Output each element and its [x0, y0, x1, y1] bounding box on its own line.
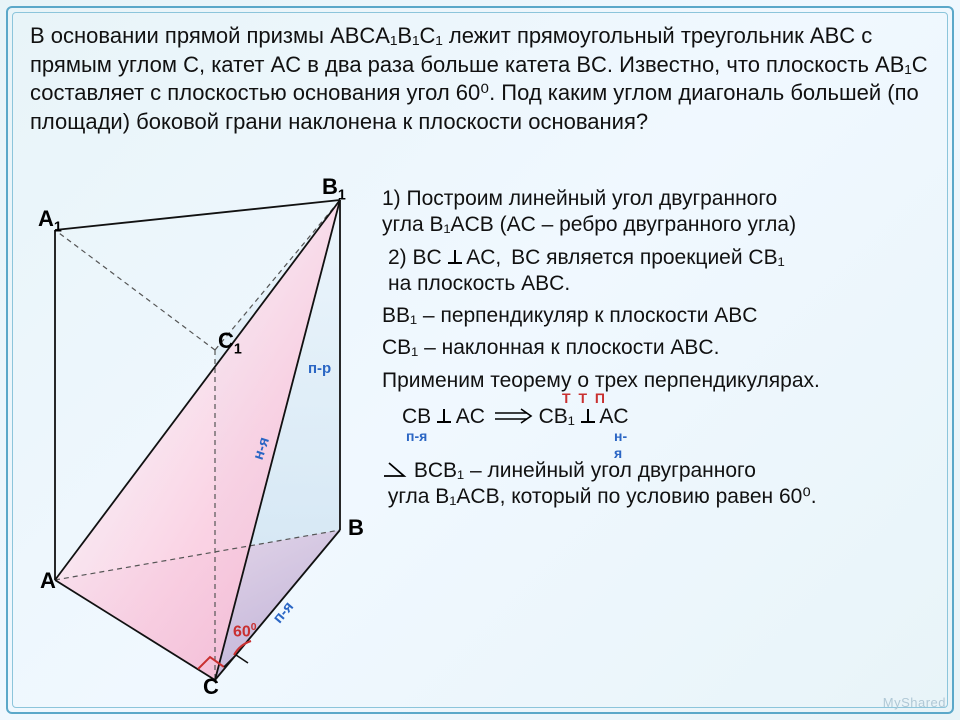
ttp-label: Т Т П	[562, 390, 607, 408]
solution-text: 1) Построим линейный угол двугранного уг…	[382, 186, 935, 517]
watermark: MyShared	[883, 695, 946, 710]
label-B: B	[348, 515, 364, 541]
mark-pr: п-р	[308, 360, 331, 377]
edge-A1B1	[55, 200, 340, 230]
perp-icon-2	[437, 409, 451, 425]
prism-diagram: A B C A1 B1 C1 п-р н-я п-я 600	[20, 180, 380, 700]
step-1: 1) Построим линейный угол двугранного уг…	[382, 186, 935, 239]
label-A1: A1	[38, 206, 62, 235]
ttp-line: Т Т П CB AC CB₁ AC п-я н-я	[402, 404, 629, 430]
label-A: A	[40, 568, 56, 594]
label-B1: B1	[322, 174, 346, 203]
under-nya: н-я	[614, 428, 629, 463]
step-2: 2) BC AC, BC является проекцией CB₁ на п…	[388, 245, 935, 298]
problem-text: В основании прямой призмы ABCA₁B₁C₁ лежи…	[30, 22, 930, 136]
perp-icon-3	[581, 409, 595, 425]
diagram-svg	[20, 180, 380, 700]
mark-60: 600	[233, 622, 257, 641]
step-7: BCB₁ – линейный угол двугранного угла B₁…	[382, 458, 935, 511]
perp-icon	[448, 250, 462, 266]
step-5: Применим теорему о трех перпендикулярах.	[382, 368, 935, 394]
step-3: BB₁ – перпендикуляр к плоскости ABC	[382, 303, 935, 329]
edge-C1A1	[55, 230, 215, 350]
label-C: C	[203, 674, 219, 700]
angle-icon	[382, 461, 408, 479]
double-arrow-icon	[491, 406, 533, 424]
label-C1: C1	[218, 328, 242, 357]
under-pya: п-я	[406, 428, 427, 446]
step-4: CB₁ – наклонная к плоскости ABC.	[382, 335, 935, 361]
